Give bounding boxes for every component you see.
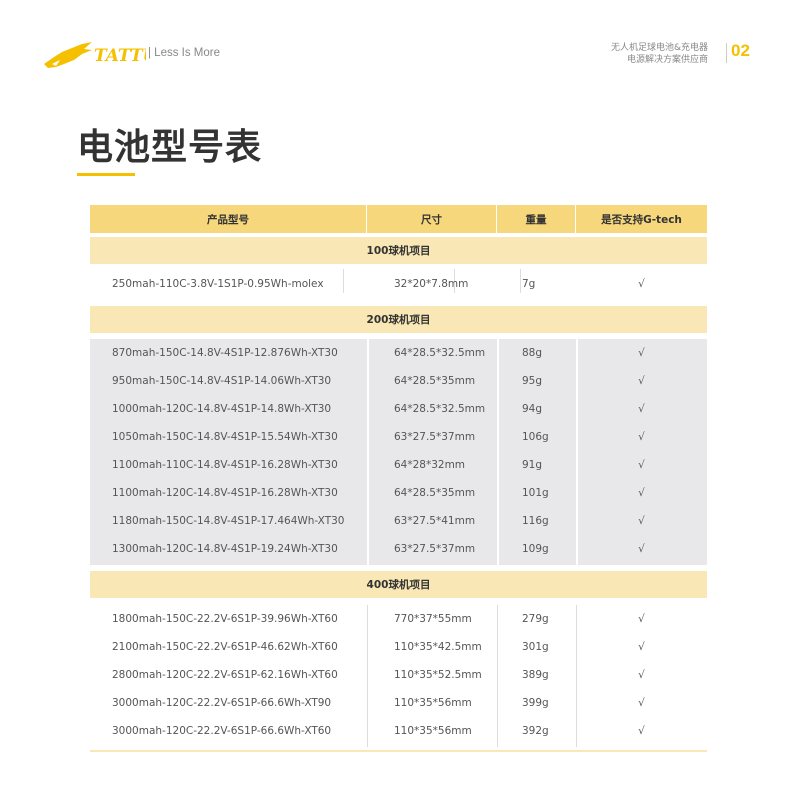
model-cell: 1000mah-120C-14.8V-4S1P-14.8Wh-XT30 <box>112 403 332 415</box>
section-header: 200球机项目 <box>90 306 707 333</box>
column-header: 是否支持G-tech <box>576 205 707 233</box>
table-row: 950mah-150C-14.8V-4S1P-14.06Wh-XT30 64*28… <box>90 367 707 395</box>
size-cell: 110*35*56mm <box>394 697 472 709</box>
size-cell: 110*35*42.5mm <box>394 641 482 653</box>
gtech-cell: √ <box>638 278 645 290</box>
weight-cell: 106g <box>522 431 549 443</box>
table-row: 1300mah-120C-14.8V-4S1P-19.24Wh-XT30 63*2… <box>90 535 707 563</box>
weight-cell: 88g <box>522 347 543 359</box>
page-number-divider <box>726 43 727 63</box>
gtech-cell: √ <box>638 431 645 443</box>
tagline-line1: 无人机足球电池&充电器 <box>610 43 708 53</box>
weight-cell: 279g <box>522 613 549 625</box>
column-divider <box>576 605 577 747</box>
model-cell: 870mah-150C-14.8V-4S1P-12.876Wh-XT30 <box>112 347 338 359</box>
table-row: 250mah-110C-3.8V-1S1P-0.95Wh-molex 32*20*… <box>90 270 707 298</box>
column-header: 重量 <box>497 205 575 233</box>
table-row: 3000mah-120C-22.2V-6S1P-66.6Wh-XT90 110*3… <box>90 689 707 717</box>
weight-cell: 116g <box>522 515 549 527</box>
weight-cell: 301g <box>522 641 549 653</box>
model-cell: 3000mah-120C-22.2V-6S1P-66.6Wh-XT90 <box>112 697 332 709</box>
weight-cell: 392g <box>522 725 549 737</box>
size-cell: 770*37*55mm <box>394 613 472 625</box>
size-cell: 64*28.5*35mm <box>394 375 476 387</box>
weight-cell: 101g <box>522 487 549 499</box>
gtech-cell: √ <box>638 725 645 737</box>
weight-cell: 95g <box>522 375 543 387</box>
model-cell: 1800mah-150C-22.2V-6S1P-39.96Wh-XT60 <box>112 613 338 625</box>
model-cell: 2800mah-120C-22.2V-6S1P-62.16Wh-XT60 <box>112 669 338 681</box>
title-underline <box>77 173 135 176</box>
column-divider <box>454 269 455 293</box>
column-divider <box>497 605 498 747</box>
gray-band <box>90 339 707 565</box>
model-cell: 3000mah-120C-22.2V-6S1P-66.6Wh-XT60 <box>112 725 332 737</box>
column-divider <box>367 339 369 565</box>
gtech-cell: √ <box>638 487 645 499</box>
svg-text:TATTU: TATTU <box>94 46 146 66</box>
gtech-cell: √ <box>638 669 645 681</box>
weight-cell: 91g <box>522 459 543 471</box>
gtech-cell: √ <box>638 613 645 625</box>
size-cell: 63*27.5*37mm <box>394 543 476 555</box>
size-cell: 64*28.5*32.5mm <box>394 347 486 359</box>
gtech-cell: √ <box>638 403 645 415</box>
column-header: 尺寸 <box>367 205 496 233</box>
weight-cell: 94g <box>522 403 543 415</box>
tagline-line2: 电源解决方案供应商 <box>626 55 708 65</box>
weight-cell: 399g <box>522 697 549 709</box>
weight-cell: 109g <box>522 543 549 555</box>
column-divider <box>343 269 344 293</box>
gtech-cell: √ <box>638 515 645 527</box>
model-cell: 2100mah-150C-22.2V-6S1P-46.62Wh-XT60 <box>112 641 338 653</box>
page-number: 02 <box>731 41 750 60</box>
weight-cell: 389g <box>522 669 549 681</box>
section-header: 100球机项目 <box>90 237 707 264</box>
column-header: 产品型号 <box>90 205 366 233</box>
size-cell: 110*35*52.5mm <box>394 669 482 681</box>
table-row: 1050mah-150C-14.8V-4S1P-15.54Wh-XT30 63*2… <box>90 423 707 451</box>
gtech-cell: √ <box>638 697 645 709</box>
table-row: 870mah-150C-14.8V-4S1P-12.876Wh-XT30 64*2… <box>90 339 707 367</box>
model-cell: 1180mah-150C-14.8V-4S1P-17.464Wh-XT30 <box>112 515 345 527</box>
gtech-cell: √ <box>638 347 645 359</box>
table-row: 1000mah-120C-14.8V-4S1P-14.8Wh-XT30 64*28… <box>90 395 707 423</box>
size-cell: 64*28.5*35mm <box>394 487 476 499</box>
size-cell: 64*28*32mm <box>394 459 466 471</box>
gtech-cell: √ <box>638 641 645 653</box>
size-cell: 63*27.5*41mm <box>394 515 476 527</box>
column-divider <box>497 339 499 565</box>
model-cell: 1050mah-150C-14.8V-4S1P-15.54Wh-XT30 <box>112 431 338 443</box>
size-cell: 63*27.5*37mm <box>394 431 476 443</box>
tagline: 无人机足球电池&充电器 电源解决方案供应商 <box>611 42 708 66</box>
section-header: 400球机项目 <box>90 571 707 598</box>
table-row: 1100mah-120C-14.8V-4S1P-16.28Wh-XT30 64*2… <box>90 479 707 507</box>
table-row: 1180mah-150C-14.8V-4S1P-17.464Wh-XT30 63*… <box>90 507 707 535</box>
model-cell: 250mah-110C-3.8V-1S1P-0.95Wh-molex <box>112 278 324 290</box>
column-divider <box>576 339 578 565</box>
model-cell: 1300mah-120C-14.8V-4S1P-19.24Wh-XT30 <box>112 543 338 555</box>
gtech-cell: √ <box>638 375 645 387</box>
column-divider <box>520 269 521 293</box>
gtech-cell: √ <box>638 459 645 471</box>
size-cell: 110*35*56mm <box>394 725 472 737</box>
size-cell: 64*28.5*32.5mm <box>394 403 486 415</box>
table-row: 1800mah-150C-22.2V-6S1P-39.96Wh-XT60 770*… <box>90 605 707 633</box>
table-row: 1100mah-110C-14.8V-4S1P-16.28Wh-XT30 64*2… <box>90 451 707 479</box>
table-row: 2100mah-150C-22.2V-6S1P-46.62Wh-XT60 110*… <box>90 633 707 661</box>
model-cell: 1100mah-120C-14.8V-4S1P-16.28Wh-XT30 <box>112 487 338 499</box>
model-cell: 950mah-150C-14.8V-4S1P-14.06Wh-XT30 <box>112 375 332 387</box>
table-row: 3000mah-120C-22.2V-6S1P-66.6Wh-XT60 110*3… <box>90 717 707 745</box>
tattu-logo: TATTU <box>44 42 146 68</box>
page-title: 电池型号表 <box>77 127 263 168</box>
size-cell: 32*20*7.8mm <box>394 278 469 290</box>
table-row: 2800mah-120C-22.2V-6S1P-62.16Wh-XT60 110*… <box>90 661 707 689</box>
model-cell: 1100mah-110C-14.8V-4S1P-16.28Wh-XT30 <box>112 459 338 471</box>
slogan: | Less Is More <box>148 47 221 59</box>
column-divider <box>367 605 368 747</box>
weight-cell: 7g <box>522 278 536 290</box>
table-bottom-line <box>90 750 707 752</box>
gtech-cell: √ <box>638 543 645 555</box>
